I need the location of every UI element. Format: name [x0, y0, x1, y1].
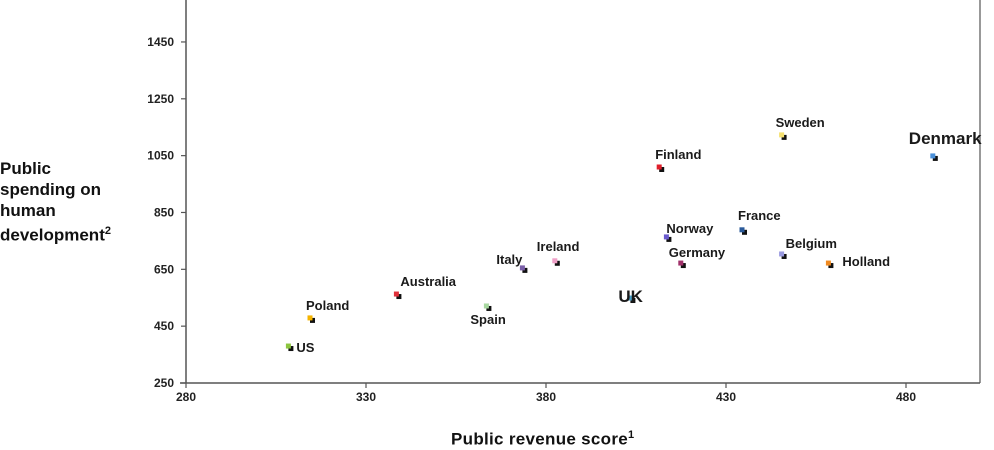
- data-point-holland: Holland: [825, 254, 890, 269]
- data-point-sweden: Sweden: [776, 115, 825, 140]
- x-tick-label: 480: [896, 390, 916, 404]
- point-label: UK: [618, 287, 643, 306]
- marker: [483, 303, 489, 309]
- point-label: Poland: [306, 298, 349, 313]
- marker: [627, 295, 633, 301]
- data-point-norway: Norway: [663, 221, 714, 242]
- data-point-italy: Italy: [496, 252, 528, 273]
- data-point-denmark: Denmark: [909, 129, 982, 161]
- point-label: Belgium: [786, 236, 837, 251]
- point-label: Ireland: [537, 239, 580, 254]
- data-point-finland: Finland: [655, 147, 701, 172]
- point-label: Germany: [669, 245, 726, 260]
- y-axis-title-line: human: [0, 201, 56, 220]
- marker: [656, 164, 662, 170]
- y-tick-label: 1450: [147, 35, 174, 49]
- point-label: Italy: [496, 252, 523, 267]
- data-point-australia: Australia: [393, 274, 457, 300]
- marker: [739, 227, 745, 233]
- marker: [285, 343, 291, 349]
- marker: [307, 315, 313, 321]
- y-axis-title-line: development2: [0, 225, 111, 245]
- x-axis-title: Public revenue score1: [451, 429, 635, 449]
- marker: [779, 251, 785, 257]
- marker: [930, 153, 936, 159]
- point-label: Finland: [655, 147, 701, 162]
- data-points: US Poland Australia Spain Italy Ireland UK Finl…: [285, 115, 982, 355]
- x-tick-label: 430: [716, 390, 736, 404]
- point-label: Sweden: [776, 115, 825, 130]
- y-tick-label: 1250: [147, 92, 174, 106]
- point-label: Spain: [470, 312, 505, 327]
- y-tick-label: 250: [154, 376, 174, 390]
- x-tick-label: 330: [356, 390, 376, 404]
- data-point-ireland: Ireland: [537, 239, 580, 266]
- data-point-france: France: [738, 208, 781, 235]
- y-axis-title: Public spending on human development2: [0, 158, 150, 246]
- y-axis-title-line: spending on: [0, 180, 102, 199]
- point-label: Holland: [842, 254, 890, 269]
- y-tick-label: 1050: [147, 149, 174, 163]
- point-label: Norway: [666, 221, 714, 236]
- marker: [393, 291, 399, 297]
- marker: [519, 265, 525, 271]
- axes: 250 450 650 850 1050 1250 1450 280 330 380 430 480: [147, 0, 981, 404]
- data-point-us: US: [285, 340, 315, 355]
- y-tick-label: 650: [154, 262, 174, 276]
- data-point-uk: UK: [618, 287, 643, 306]
- x-tick-label: 380: [536, 390, 556, 404]
- data-point-belgium: Belgium: [779, 236, 837, 259]
- y-axis-title-line: Public: [0, 159, 52, 178]
- marker: [678, 260, 684, 266]
- y-tick-label: 450: [154, 319, 174, 333]
- marker: [663, 234, 669, 240]
- point-label: France: [738, 208, 781, 223]
- x-tick-label: 280: [176, 390, 196, 404]
- point-label: US: [296, 340, 314, 355]
- data-point-spain: Spain: [470, 303, 506, 327]
- point-label: Denmark: [909, 129, 982, 148]
- marker: [552, 258, 558, 264]
- data-point-poland: Poland: [306, 298, 349, 323]
- data-point-germany: Germany: [669, 245, 726, 269]
- y-tick-label: 850: [154, 205, 174, 219]
- marker: [779, 132, 785, 138]
- marker: [825, 260, 831, 266]
- point-label: Australia: [400, 274, 456, 289]
